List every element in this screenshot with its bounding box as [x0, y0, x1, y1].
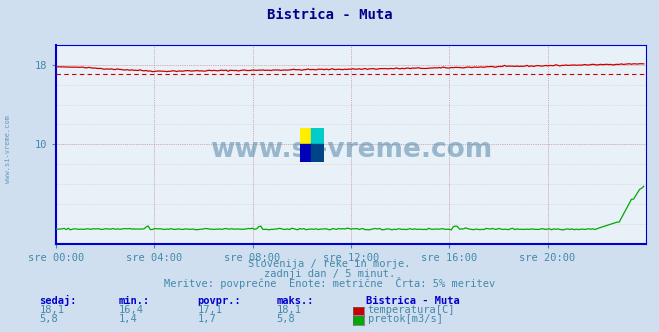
Text: 17,1: 17,1 [198, 305, 223, 315]
Text: 18,1: 18,1 [40, 305, 65, 315]
Text: Meritve: povprečne  Enote: metrične  Črta: 5% meritev: Meritve: povprečne Enote: metrične Črta:… [164, 277, 495, 289]
Text: maks.:: maks.: [277, 296, 314, 306]
Text: www.si-vreme.com: www.si-vreme.com [210, 137, 492, 163]
Text: povpr.:: povpr.: [198, 296, 241, 306]
Text: 5,8: 5,8 [277, 314, 295, 324]
Text: sedaj:: sedaj: [40, 295, 77, 306]
Text: Slovenija / reke in morje.: Slovenija / reke in morje. [248, 259, 411, 269]
Text: min.:: min.: [119, 296, 150, 306]
Text: Bistrica - Muta: Bistrica - Muta [267, 8, 392, 22]
Text: 1,4: 1,4 [119, 314, 137, 324]
Text: Bistrica - Muta: Bistrica - Muta [366, 296, 459, 306]
Text: pretok[m3/s]: pretok[m3/s] [368, 314, 443, 324]
Text: www.si-vreme.com: www.si-vreme.com [5, 116, 11, 183]
Text: temperatura[C]: temperatura[C] [368, 305, 455, 315]
Text: zadnji dan / 5 minut.: zadnji dan / 5 minut. [264, 269, 395, 279]
Text: 16,4: 16,4 [119, 305, 144, 315]
Text: 1,7: 1,7 [198, 314, 216, 324]
Text: 18,1: 18,1 [277, 305, 302, 315]
Text: 5,8: 5,8 [40, 314, 58, 324]
